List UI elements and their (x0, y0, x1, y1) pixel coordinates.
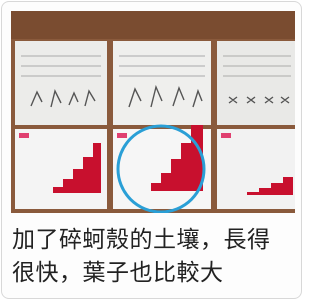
caption-line: 加了碎蚵殼的土壤，長得 (12, 220, 271, 254)
label-tag (117, 133, 127, 138)
paper (113, 41, 211, 125)
card: 加了碎蚵殼的土壤，長得 很快，葉子也比較大 (1, 1, 302, 299)
photo (11, 11, 295, 213)
paper (217, 41, 295, 125)
label-tag (19, 133, 29, 138)
wood-top (11, 11, 295, 39)
sketch-papers (15, 41, 295, 125)
bar-papers (15, 125, 295, 209)
label-tag (221, 133, 231, 138)
caption-line: 很快，葉子也比較大 (12, 253, 224, 287)
paper (15, 41, 107, 125)
paper (217, 129, 295, 209)
